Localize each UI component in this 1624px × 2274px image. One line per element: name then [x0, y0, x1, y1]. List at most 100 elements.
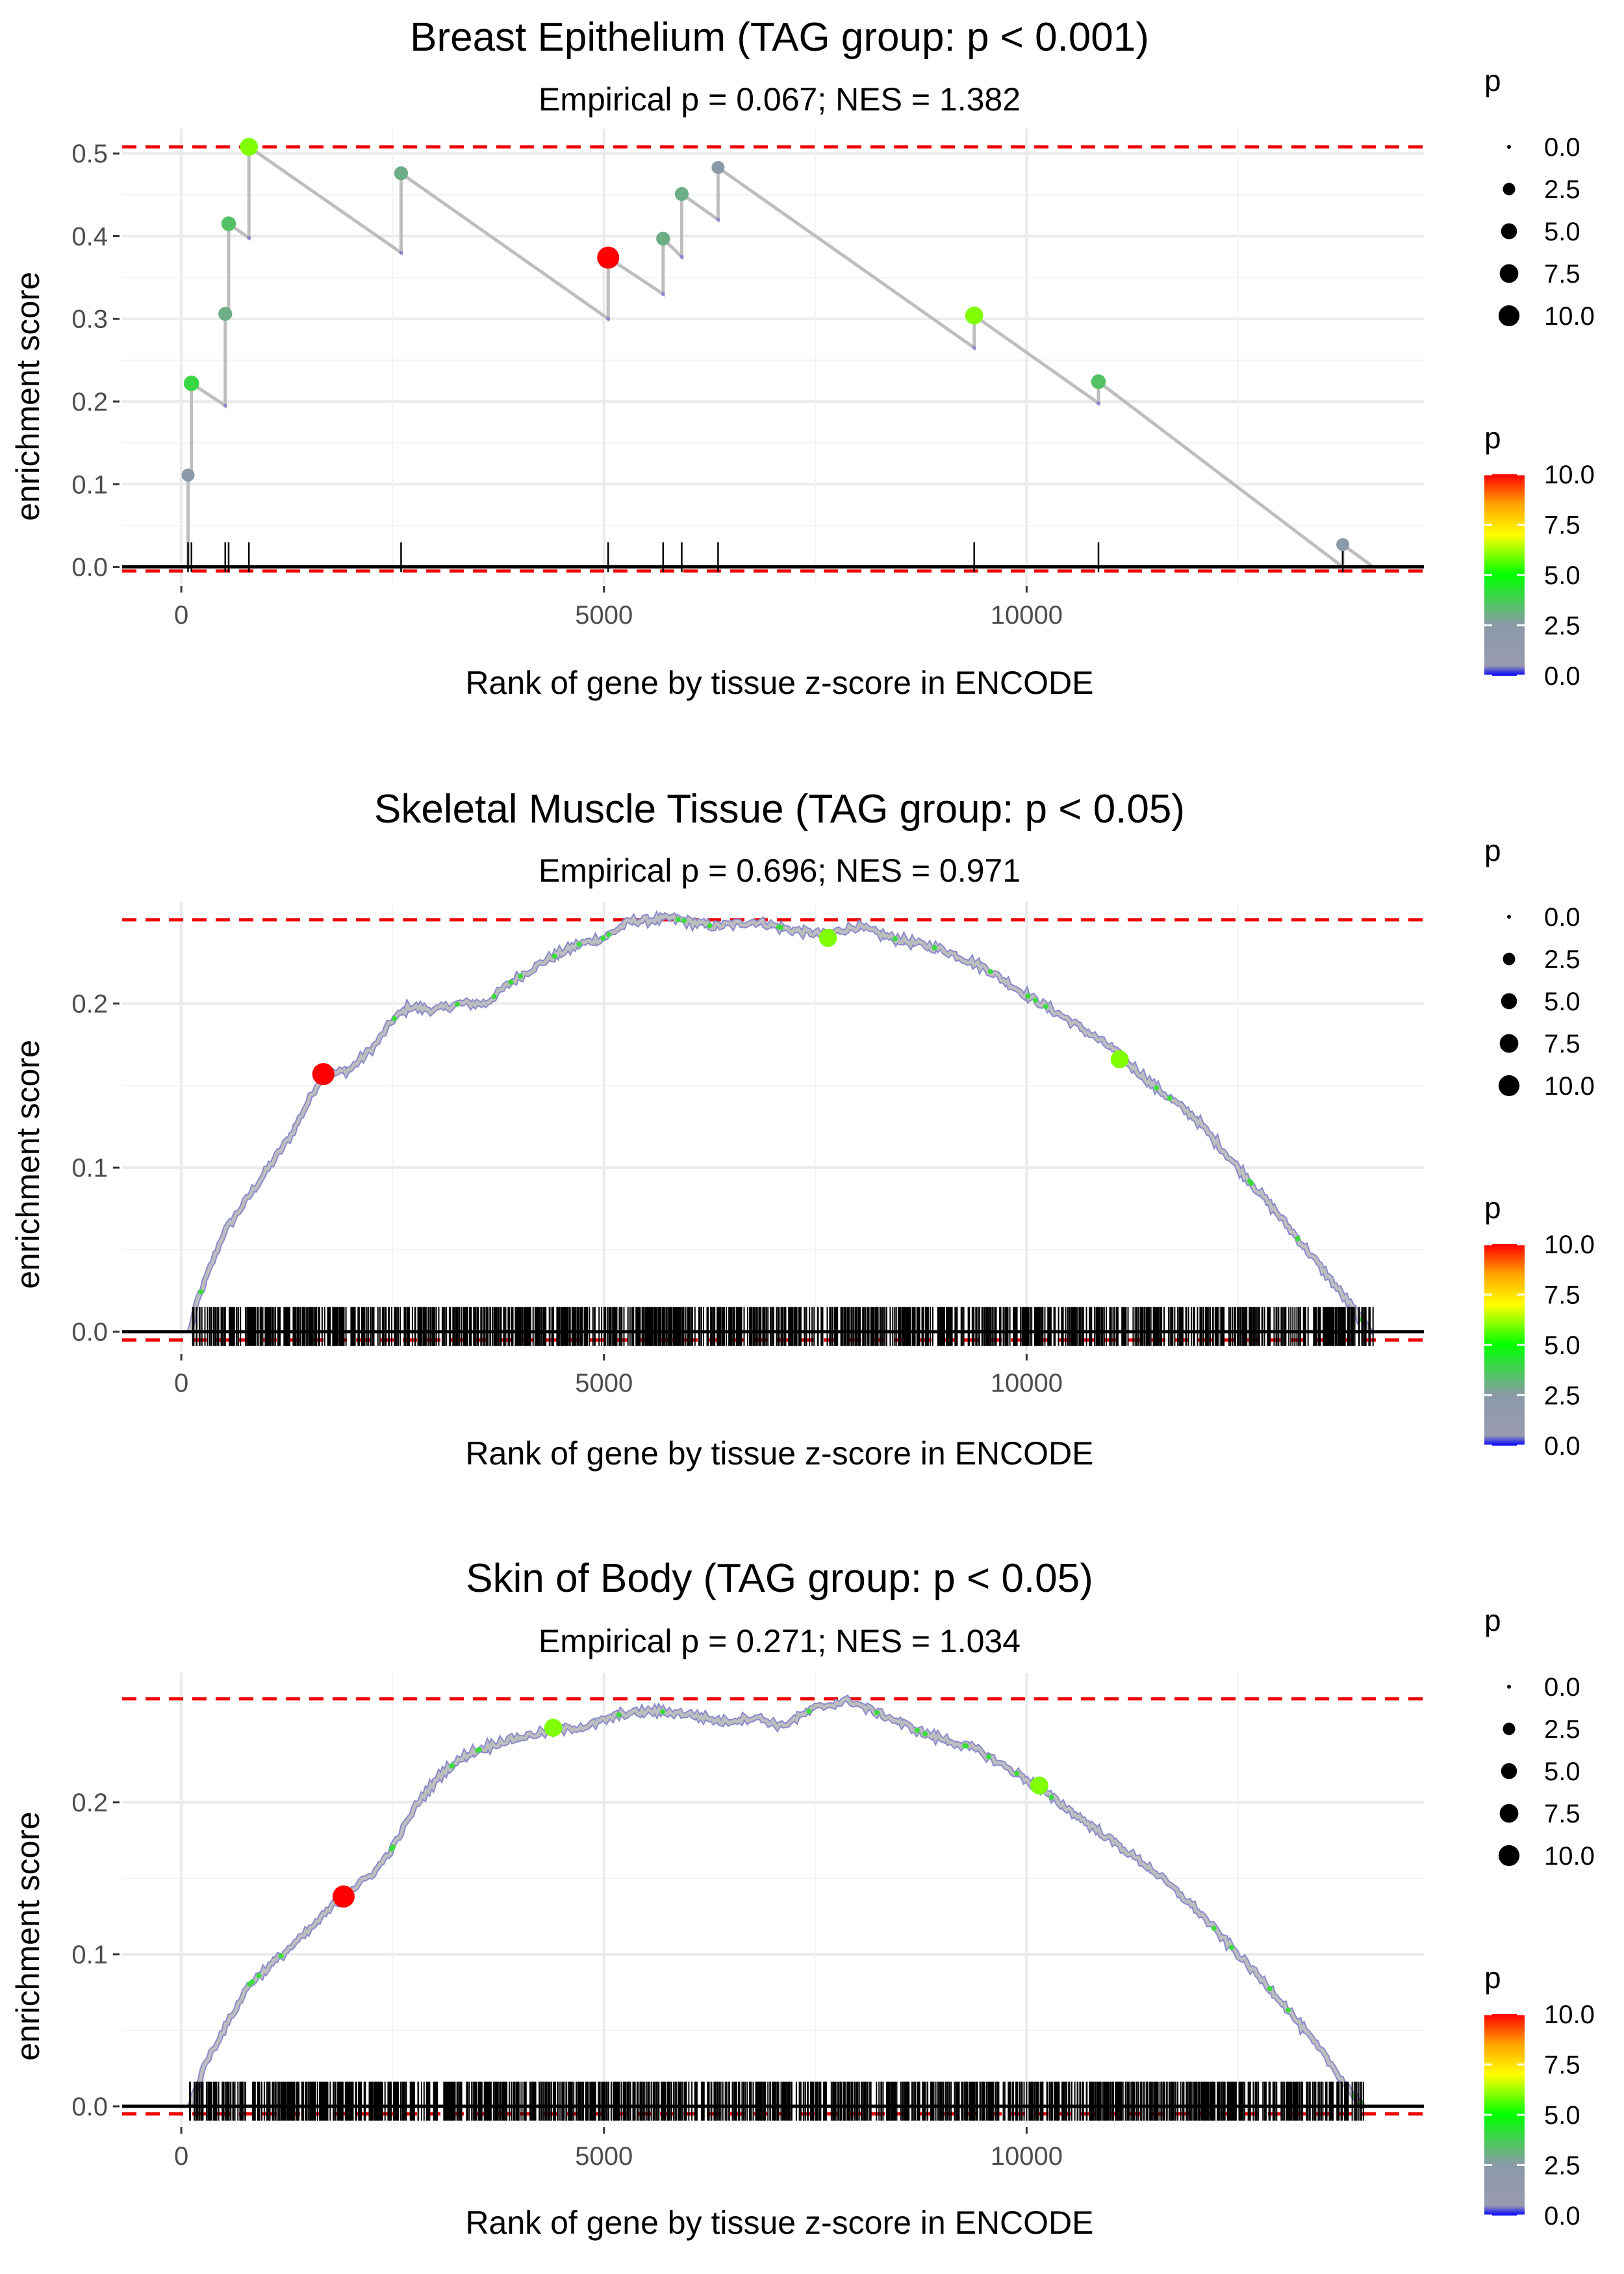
y-tick-label: 0.0 [71, 2093, 108, 2121]
colorbar-label: 7.5 [1544, 1281, 1580, 1310]
hit-point-small [922, 1731, 928, 1737]
chart-title: Skeletal Muscle Tissue (TAG group: p < 0… [374, 787, 1185, 832]
plot-marks [122, 1694, 1424, 2121]
size-legend-label: 0.0 [1544, 133, 1580, 162]
size-legend: p 0.0 2.5 5.0 7.5 10.0 [1484, 834, 1595, 1101]
colorbar-label: 0.0 [1544, 662, 1580, 691]
chart-subtitle: Empirical p = 0.271; NES = 1.034 [539, 1623, 1021, 1659]
y-axis-label: enrichment score [10, 1811, 46, 2061]
hit-point-small [576, 941, 582, 947]
size-legend-label: 2.5 [1544, 1715, 1580, 1744]
hit-point-small [1043, 1004, 1048, 1010]
hit-point [1030, 1776, 1048, 1795]
hit-point-small [392, 1016, 398, 1021]
rug-ticks [192, 1307, 1374, 1346]
colorbar-label: 0.0 [1544, 1432, 1580, 1461]
es-valley-point [972, 346, 976, 350]
hit-point-small [198, 1289, 204, 1295]
x-tick-label: 10000 [991, 2142, 1063, 2171]
hit-point-small [1032, 997, 1038, 1003]
hit-point-small [247, 1981, 253, 1987]
y-tick-label: 0.0 [71, 554, 108, 582]
x-axis-label: Rank of gene by tissue z-score in ENCODE [465, 2204, 1093, 2241]
colorbar-label: 2.5 [1544, 2152, 1580, 2180]
hit-point [221, 216, 236, 231]
size-legend-dot [1501, 993, 1517, 1010]
colorbar-label: 5.0 [1544, 561, 1580, 590]
hit-point-small [256, 1973, 262, 1978]
color-legend-title: p [1484, 1191, 1501, 1225]
hit-point-small [1228, 1945, 1234, 1950]
es-curve [181, 144, 1375, 570]
axis-ticks: 0.0 0.1 0.2 0 5000 10000 [71, 1789, 1063, 2171]
hit-point-small [681, 917, 687, 923]
size-legend-dot [1499, 1804, 1519, 1823]
y-tick-label: 0.2 [71, 388, 108, 416]
hit-point-small [1154, 1085, 1160, 1091]
size-legend-label: 2.5 [1544, 175, 1580, 204]
es-curve-outline [186, 910, 1373, 1335]
x-tick-label: 10000 [991, 1369, 1063, 1398]
size-legend-label: 7.5 [1544, 1800, 1580, 1828]
plot-marks [122, 138, 1424, 573]
size-legend-title: p [1484, 64, 1501, 97]
es-valley-point [1097, 401, 1100, 405]
axis-ticks: 0.0 0.1 0.2 0.3 0.4 0.5 0 5000 10000 [71, 140, 1063, 630]
colorbar-label: 5.0 [1544, 2101, 1580, 2130]
y-tick-label: 0.1 [71, 470, 108, 499]
grid [122, 1673, 1424, 2125]
size-legend-dot [1499, 1034, 1519, 1053]
size-legend-label: 10.0 [1544, 1842, 1595, 1871]
es-valley-point [716, 218, 720, 222]
hit-point-small [1025, 993, 1031, 999]
hit-point-small [806, 1709, 812, 1715]
hit-point [181, 468, 195, 482]
size-legend-dot [1507, 915, 1511, 919]
es-valley-point [223, 403, 227, 408]
size-legend-label: 0.0 [1544, 903, 1580, 932]
hit-point-small [616, 1712, 622, 1718]
hit-point-small [1167, 1095, 1173, 1101]
y-tick-label: 0.2 [71, 1789, 108, 1817]
panel-breast-epithelium: Breast Epithelium (TAG group: p < 0.001)… [10, 15, 1595, 701]
size-legend-dot [1498, 1845, 1520, 1867]
color-legend: p 0.0 2.5 5.0 7.5 10.0 [1484, 421, 1595, 691]
size-legend: p 0.0 2.5 5.0 7.5 10.0 [1484, 1603, 1595, 1871]
hit-point-small [476, 1747, 482, 1753]
colorbar-label: 10.0 [1544, 1231, 1595, 1259]
hit-point-small [600, 935, 606, 941]
x-axis-label: Rank of gene by tissue z-score in ENCODE [465, 1435, 1093, 1472]
hit-point-small [914, 1728, 920, 1733]
hit-point-small [278, 1953, 284, 1959]
hit-point [1110, 1050, 1129, 1069]
hit-point-small [606, 932, 612, 938]
hit-point [656, 231, 670, 246]
hit-point [218, 307, 233, 321]
x-axis-label: Rank of gene by tissue z-score in ENCODE [465, 665, 1093, 701]
es-valley-point [399, 250, 403, 255]
hit-point-small [660, 1709, 666, 1715]
y-tick-label: 0.2 [71, 990, 108, 1019]
hit-point-small [552, 953, 557, 959]
size-legend-dot [1503, 1722, 1516, 1735]
hit-point-small [932, 945, 937, 951]
size-legend-label: 5.0 [1544, 218, 1580, 246]
es-valley-point [606, 316, 611, 321]
x-tick-label: 5000 [575, 601, 633, 630]
axis-ticks: 0.0 0.1 0.2 0 5000 10000 [71, 990, 1063, 1398]
size-legend-dot [1503, 952, 1516, 965]
hit-point-small [874, 1709, 880, 1715]
size-legend-label: 2.5 [1544, 945, 1580, 974]
hit-point [1336, 538, 1350, 552]
hit-point-small [449, 1763, 455, 1769]
hit-point-small [455, 1001, 461, 1007]
hit-point-small [1211, 1925, 1217, 1931]
y-tick-label: 0.1 [71, 1154, 108, 1182]
hit-point [965, 306, 983, 325]
colorbar-label: 5.0 [1544, 1331, 1580, 1360]
size-legend-dot [1507, 1685, 1511, 1689]
hit-point [674, 186, 689, 201]
hit-point-small [1286, 2007, 1291, 2013]
x-tick-label: 0 [174, 1369, 188, 1398]
